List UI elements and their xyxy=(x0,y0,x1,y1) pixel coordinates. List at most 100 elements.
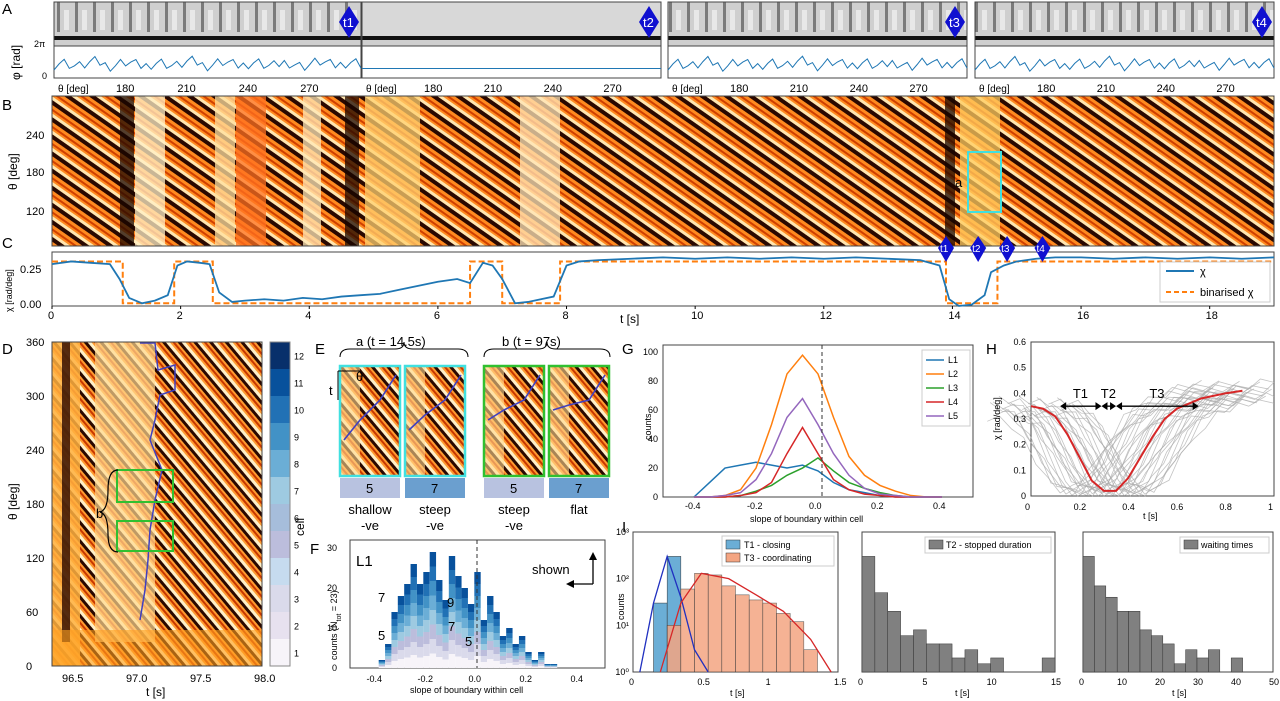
panel-f-bar-17-seg-7 xyxy=(487,596,494,605)
panel-f-bar-4-seg-6 xyxy=(404,594,411,605)
panel-i-sub1-xlabel: t [s] xyxy=(730,688,745,698)
panel-d-kymograph xyxy=(52,342,262,666)
panel-d-ytick-120: 120 xyxy=(26,553,44,565)
panel-d-colorbar-tick-12: 12 xyxy=(294,352,304,362)
panel-f-bar-5-seg-1 xyxy=(410,642,417,655)
panel-f-bar-6-seg-6 xyxy=(416,594,424,605)
panel-f-bar-3-seg-4 xyxy=(397,623,405,632)
panel-f-bar-23-seg-3 xyxy=(525,660,532,662)
panel-i-wait-bar-6 xyxy=(1151,635,1164,673)
panel-f-bar-23-seg-1 xyxy=(525,664,532,666)
panel-i-t2-bar-5 xyxy=(926,643,940,673)
panel-letter-c: C xyxy=(2,235,13,252)
panel-f-bar-0-seg-7 xyxy=(378,660,386,661)
panel-e-cell-label1-1: shallow xyxy=(348,502,392,517)
panel-g-legend-L2: L2 xyxy=(948,369,958,379)
panel-f-bar-10-seg-5 xyxy=(442,617,449,626)
panel-b-band-5 xyxy=(345,96,359,246)
panel-f-bar-8-seg-5 xyxy=(429,581,437,596)
panel-f-bar-13-seg-1 xyxy=(461,648,468,658)
panel-f-anno-7a: 7 xyxy=(378,590,385,605)
panel-i-sub3-xtick-20: 20 xyxy=(1155,677,1165,687)
panel-f-bar-26-seg-6 xyxy=(544,664,551,665)
panel-f-bar-22-seg-5 xyxy=(518,644,526,648)
panel-f-bar-9-seg-7 xyxy=(436,580,443,591)
panel-f-bar-23-seg-2 xyxy=(525,662,532,664)
panel-f-bar-7-seg-6 xyxy=(423,584,430,596)
panel-b-annotation-a: a xyxy=(955,175,963,190)
panel-f-bar-26-seg-7 xyxy=(544,664,551,665)
panel-f-bar-16-seg-0 xyxy=(480,662,488,668)
panel-h-xlabel: t [s] xyxy=(1143,511,1158,521)
panel-i-wait-bar-13 xyxy=(1230,657,1243,673)
panel-f-bar-4-seg-7 xyxy=(404,584,411,595)
panel-f-bar-9-seg-6 xyxy=(436,591,443,602)
panel-f-bar-8-seg-3 xyxy=(429,610,437,625)
panel-f-bar-18-seg-6 xyxy=(493,619,500,626)
panel-a-xlabel-4: θ [deg] xyxy=(979,84,1010,95)
panel-b-band-7 xyxy=(520,96,560,246)
panel-f-anno-5b: 5 xyxy=(465,634,472,649)
panel-f-bar-25-seg-5 xyxy=(538,656,545,658)
panel-f-bar-3-seg-6 xyxy=(397,605,405,614)
panel-f-ytick-10: 10 xyxy=(327,623,337,633)
panel-c-xtick-0: 0 xyxy=(48,310,54,322)
panel-f-bar-16-seg-6 xyxy=(480,626,488,632)
panel-h-xtick-0.8: 0.8 xyxy=(1219,502,1232,512)
panel-f-bar-19-seg-3 xyxy=(499,652,507,656)
panel-e-group-b: b (t = 97s) xyxy=(502,334,561,349)
panel-a-marker-3 xyxy=(945,6,965,38)
panel-f-bar-20-seg-0 xyxy=(506,663,513,668)
panel-d-ytick-180: 180 xyxy=(26,499,44,511)
panel-f-bar-7-seg-5 xyxy=(423,596,430,608)
panel-f-bar-12-seg-1 xyxy=(455,645,462,657)
panel-e-cell-num-bg-1 xyxy=(340,478,400,498)
panel-f-bar-12-seg-4 xyxy=(455,610,462,622)
panel-d-colorbar-cell-8 xyxy=(270,450,290,477)
panel-f-bar-9-seg-1 xyxy=(436,646,443,657)
panel-f-bar-1-seg-1 xyxy=(385,662,392,665)
panel-h-xtick-1: 1 xyxy=(1268,502,1273,512)
panel-f-anno-5a: 5 xyxy=(378,628,385,643)
panel-d-colorbar-cell-3 xyxy=(270,585,290,612)
panel-f-bar-19-seg-2 xyxy=(499,656,507,660)
panel-f-bar-11-seg-5 xyxy=(448,584,456,598)
panel-f-xtick--0.4: -0.4 xyxy=(367,674,383,684)
panel-d-xtick-96.5: 96.5 xyxy=(62,673,83,685)
panel-d-colorbar-cell-11 xyxy=(270,369,290,396)
panel-i-t2-bar-3 xyxy=(900,635,914,673)
panel-g-xtick-0.2: 0.2 xyxy=(871,501,884,511)
panel-d-xlabel: t [s] xyxy=(146,685,165,699)
panel-b: a 240 180 120 θ [deg] xyxy=(6,95,1275,247)
panel-f: L1 7 9 5 7 5 shown counts (Ntot = 23) sl… xyxy=(327,539,606,695)
panel-f-bar-12-seg-5 xyxy=(455,599,462,611)
panel-a-marker-label-1: t1 xyxy=(343,15,354,30)
panel-f-bar-10-seg-6 xyxy=(442,608,449,617)
panel-i-wait-bar-8 xyxy=(1173,663,1186,673)
panel-f-bar-11-seg-3 xyxy=(448,612,456,626)
panel-e-axis-t: t xyxy=(329,383,333,398)
panel-f-bar-19-seg-7 xyxy=(499,636,507,640)
panel-h-ytick-0.6: 0.6 xyxy=(1013,337,1026,347)
panel-i-ylabel: counts xyxy=(616,593,626,620)
panel-a-marker-1 xyxy=(339,6,359,38)
panel-a-xtick-2-180: 180 xyxy=(424,83,442,95)
panel-g-ytick-20: 20 xyxy=(648,463,658,473)
panel-f-bar-18-seg-2 xyxy=(493,647,500,654)
panel-g-xtick--0.4: -0.4 xyxy=(685,501,701,511)
panel-a-xlabel-1: θ [deg] xyxy=(58,84,89,95)
panel-f-bar-17-seg-3 xyxy=(487,632,494,641)
panel-a-marker-label-2: t2 xyxy=(643,15,654,30)
panel-a-trace-axes-1 xyxy=(53,45,362,79)
panel-f-anno-7b: 7 xyxy=(448,619,455,634)
panel-b-kymograph xyxy=(52,96,1274,246)
panel-f-bar-20-seg-6 xyxy=(506,633,513,638)
panel-f-bar-11-seg-2 xyxy=(448,626,456,640)
panel-f-bar-6-seg-0 xyxy=(416,657,424,668)
panel-d-ytick-300: 300 xyxy=(26,391,44,403)
panel-f-bar-3-seg-5 xyxy=(397,614,405,623)
panel-d-colorbar-tick-9: 9 xyxy=(294,433,299,443)
panel-c-legend-binarised: binarised χ xyxy=(1200,287,1254,299)
panel-g-ylabel: counts xyxy=(643,413,653,440)
